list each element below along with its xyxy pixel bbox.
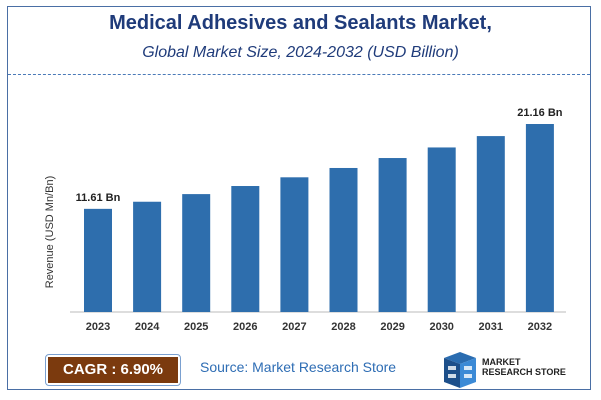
x-tick-label: 2025	[184, 321, 208, 333]
bar-2029	[378, 158, 407, 312]
market-research-store-logo-icon	[444, 352, 476, 388]
bar-2024	[133, 201, 162, 312]
logo-line1: MARKET	[482, 357, 521, 367]
chart-title: Medical Adhesives and Sealants Market,	[109, 12, 492, 34]
data-label: 11.61 Bn	[76, 192, 121, 204]
x-tick-label: 2029	[380, 321, 404, 333]
bar-2027	[280, 177, 309, 312]
data-label: 21.16 Bn	[517, 107, 563, 119]
source-text: Source: Market Research Store	[200, 359, 397, 375]
bar-2031	[476, 136, 505, 312]
x-tick-label: 2030	[429, 321, 453, 333]
x-tick-label: 2024	[135, 321, 160, 333]
bar-2026	[231, 186, 260, 312]
cagr-text: CAGR : 6.90%	[48, 357, 178, 383]
x-tick-label: 2027	[282, 321, 306, 333]
x-tick-label: 2028	[331, 321, 355, 333]
chart-subtitle: Global Market Size, 2024-2032 (USD Billi…	[142, 44, 459, 61]
logo-text: MARKET RESEARCH STORE	[482, 357, 566, 377]
logo-line2: RESEARCH STORE	[482, 367, 566, 377]
x-tick-label: 2031	[479, 321, 503, 333]
x-tick-label: 2026	[233, 321, 257, 333]
cagr-badge: CAGR : 6.90%	[45, 354, 181, 386]
x-tick-label: 2032	[528, 321, 552, 333]
bar-2023	[84, 208, 112, 312]
bar-2032	[525, 124, 554, 312]
bar-2025	[182, 194, 211, 312]
divider	[8, 74, 590, 75]
bar-2030	[427, 147, 456, 312]
x-tick-label: 2023	[86, 321, 110, 333]
frame-border	[7, 6, 591, 390]
bar-2028	[329, 167, 358, 312]
